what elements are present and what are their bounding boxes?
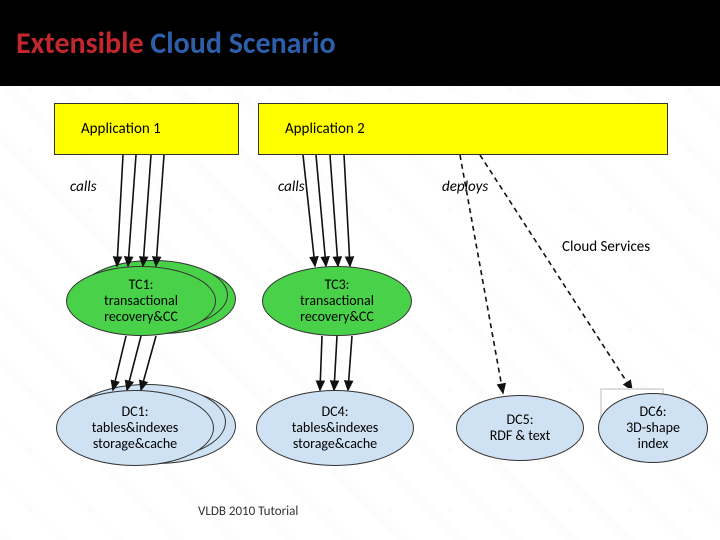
cloud-services-label: Cloud Services xyxy=(562,238,650,256)
application-2-label: Application 2 xyxy=(285,120,365,138)
dc4-node: DC4: tables&indexes storage&cache xyxy=(256,390,414,466)
tc1-line2: transactional xyxy=(104,292,178,309)
page-title: Extensible Cloud Scenario xyxy=(16,25,336,62)
title-word-2: Cloud xyxy=(150,25,222,62)
title-bar: Extensible Cloud Scenario xyxy=(0,0,720,86)
dc5-text: DC5: RDF & text xyxy=(490,412,551,444)
footer-text: VLDB 2010 Tutorial xyxy=(198,504,298,519)
dc1-line2: tables&indexes xyxy=(92,419,179,436)
tc3-text: TC3: transactional recovery&CC xyxy=(300,277,374,325)
dc6-line3: index xyxy=(638,435,669,452)
dc6-text: DC6: 3D-shape index xyxy=(626,404,680,452)
dc4-line3: storage&cache xyxy=(293,435,377,452)
diagram-stage: Extensible Cloud Scenario Application 1 … xyxy=(0,0,720,540)
application-1-label: Application 1 xyxy=(81,120,161,138)
dc5-line1: DC5: xyxy=(507,411,534,428)
tc3-line3: recovery&CC xyxy=(300,308,374,325)
title-word-1: Extensible xyxy=(16,25,144,62)
tc1-line3: recovery&CC xyxy=(104,308,178,325)
application-1-box: Application 1 xyxy=(54,103,239,155)
title-word-3: Scenario xyxy=(229,25,336,62)
dc4-line2: tables&indexes xyxy=(292,419,379,436)
tc3-line1: TC3: xyxy=(325,276,350,293)
dc5-node: DC5: RDF & text xyxy=(456,395,584,461)
edge-label-deploys: deploys xyxy=(442,178,488,196)
tc3-node: TC3: transactional recovery&CC xyxy=(262,266,412,336)
dc1-line3: storage&cache xyxy=(93,435,177,452)
tc1-line1: TC1: xyxy=(129,276,154,293)
tc1-text: TC1: transactional recovery&CC xyxy=(104,277,178,325)
tc3-line2: transactional xyxy=(300,292,374,309)
dc6-node: DC6: 3D-shape index xyxy=(598,393,708,463)
dc5-line2: RDF & text xyxy=(490,427,551,444)
dc1-text: DC1: tables&indexes storage&cache xyxy=(92,404,179,452)
dc1-line1: DC1: xyxy=(122,403,149,420)
dc4-text: DC4: tables&indexes storage&cache xyxy=(292,404,379,452)
dc4-line1: DC4: xyxy=(322,403,349,420)
edge-label-calls-1: calls xyxy=(70,178,97,196)
application-2-box: Application 2 xyxy=(258,103,668,155)
dc6-line1: DC6: xyxy=(640,403,667,420)
dc6-line2: 3D-shape xyxy=(626,419,680,436)
tc1-node: TC1: transactional recovery&CC xyxy=(66,266,216,336)
edge-label-calls-2: calls xyxy=(278,178,305,196)
dc1-node: DC1: tables&indexes storage&cache xyxy=(56,390,214,466)
